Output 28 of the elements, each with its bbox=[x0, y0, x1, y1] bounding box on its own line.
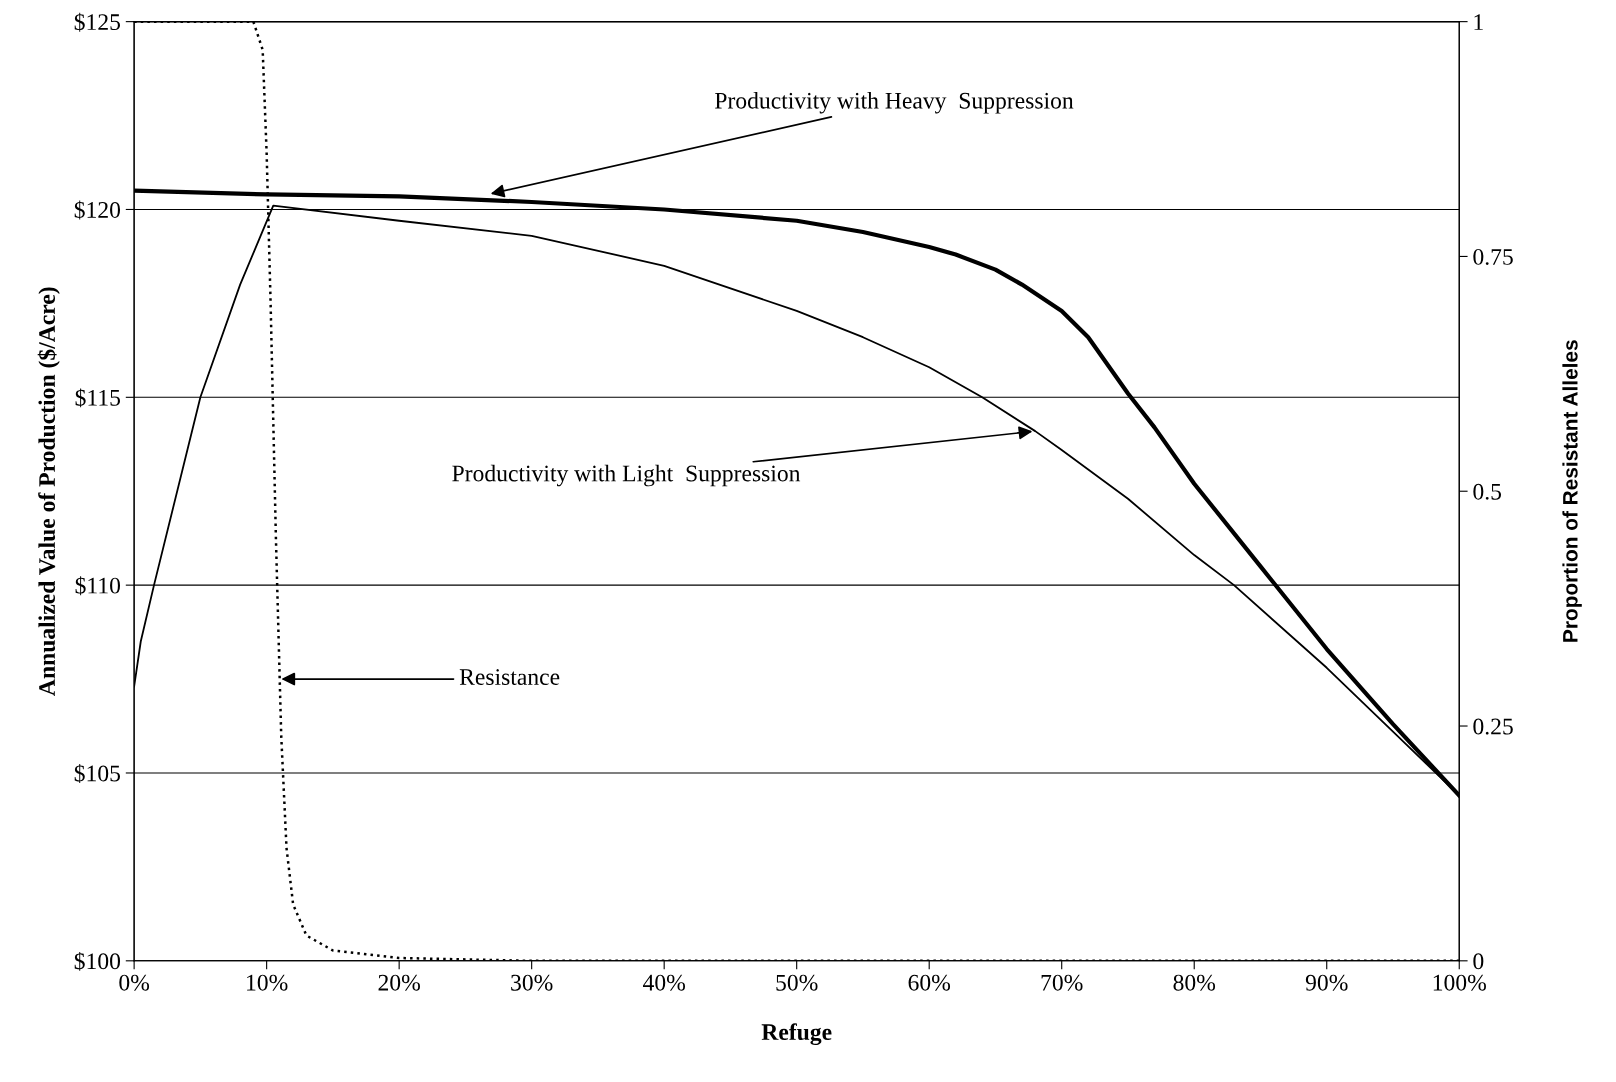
y-axis-title: Annualized Value of Production ($/Acre) bbox=[37, 287, 60, 696]
x-tick-label: 10% bbox=[247, 974, 288, 991]
y-tick-label: $110 bbox=[75, 576, 121, 596]
y-tick-label: $125 bbox=[74, 12, 121, 32]
y2-tick-label: 0.5 bbox=[1473, 483, 1502, 500]
y-tick-label: $105 bbox=[74, 764, 121, 783]
annotation: Productivity with Heavy Suppression bbox=[715, 92, 1074, 114]
x-tick-label: 70% bbox=[1041, 974, 1083, 991]
y-tick-label: $120 bbox=[74, 200, 121, 220]
y-tick-label: $100 bbox=[74, 951, 121, 971]
x-tick-label: 50% bbox=[776, 974, 818, 991]
x-tick-label: 80% bbox=[1173, 974, 1216, 991]
x-tick-label: 100% bbox=[1433, 974, 1486, 991]
x-axis-title: Refuge bbox=[761, 1023, 832, 1046]
annotation: Resistance bbox=[459, 669, 560, 685]
x-tick-label: 90% bbox=[1305, 974, 1348, 991]
x-tick-label: 30% bbox=[511, 974, 553, 991]
y-tick-label: $115 bbox=[75, 388, 121, 408]
x-tick-label: 0% bbox=[119, 974, 150, 991]
x-tick-label: 60% bbox=[908, 974, 951, 991]
x-tick-label: 40% bbox=[643, 974, 686, 991]
y2-axis-title: Proportion of Resistant Alleles bbox=[1562, 340, 1582, 642]
y2-tick-label: 1 bbox=[1474, 14, 1483, 30]
y2-tick-label: 0 bbox=[1473, 953, 1484, 970]
annotation: Productivity with Light Suppression bbox=[452, 464, 801, 487]
y2-tick-label: 0.25 bbox=[1473, 718, 1513, 735]
y2-tick-label: 0.75 bbox=[1473, 248, 1513, 265]
x-tick-label: 20% bbox=[378, 974, 420, 991]
